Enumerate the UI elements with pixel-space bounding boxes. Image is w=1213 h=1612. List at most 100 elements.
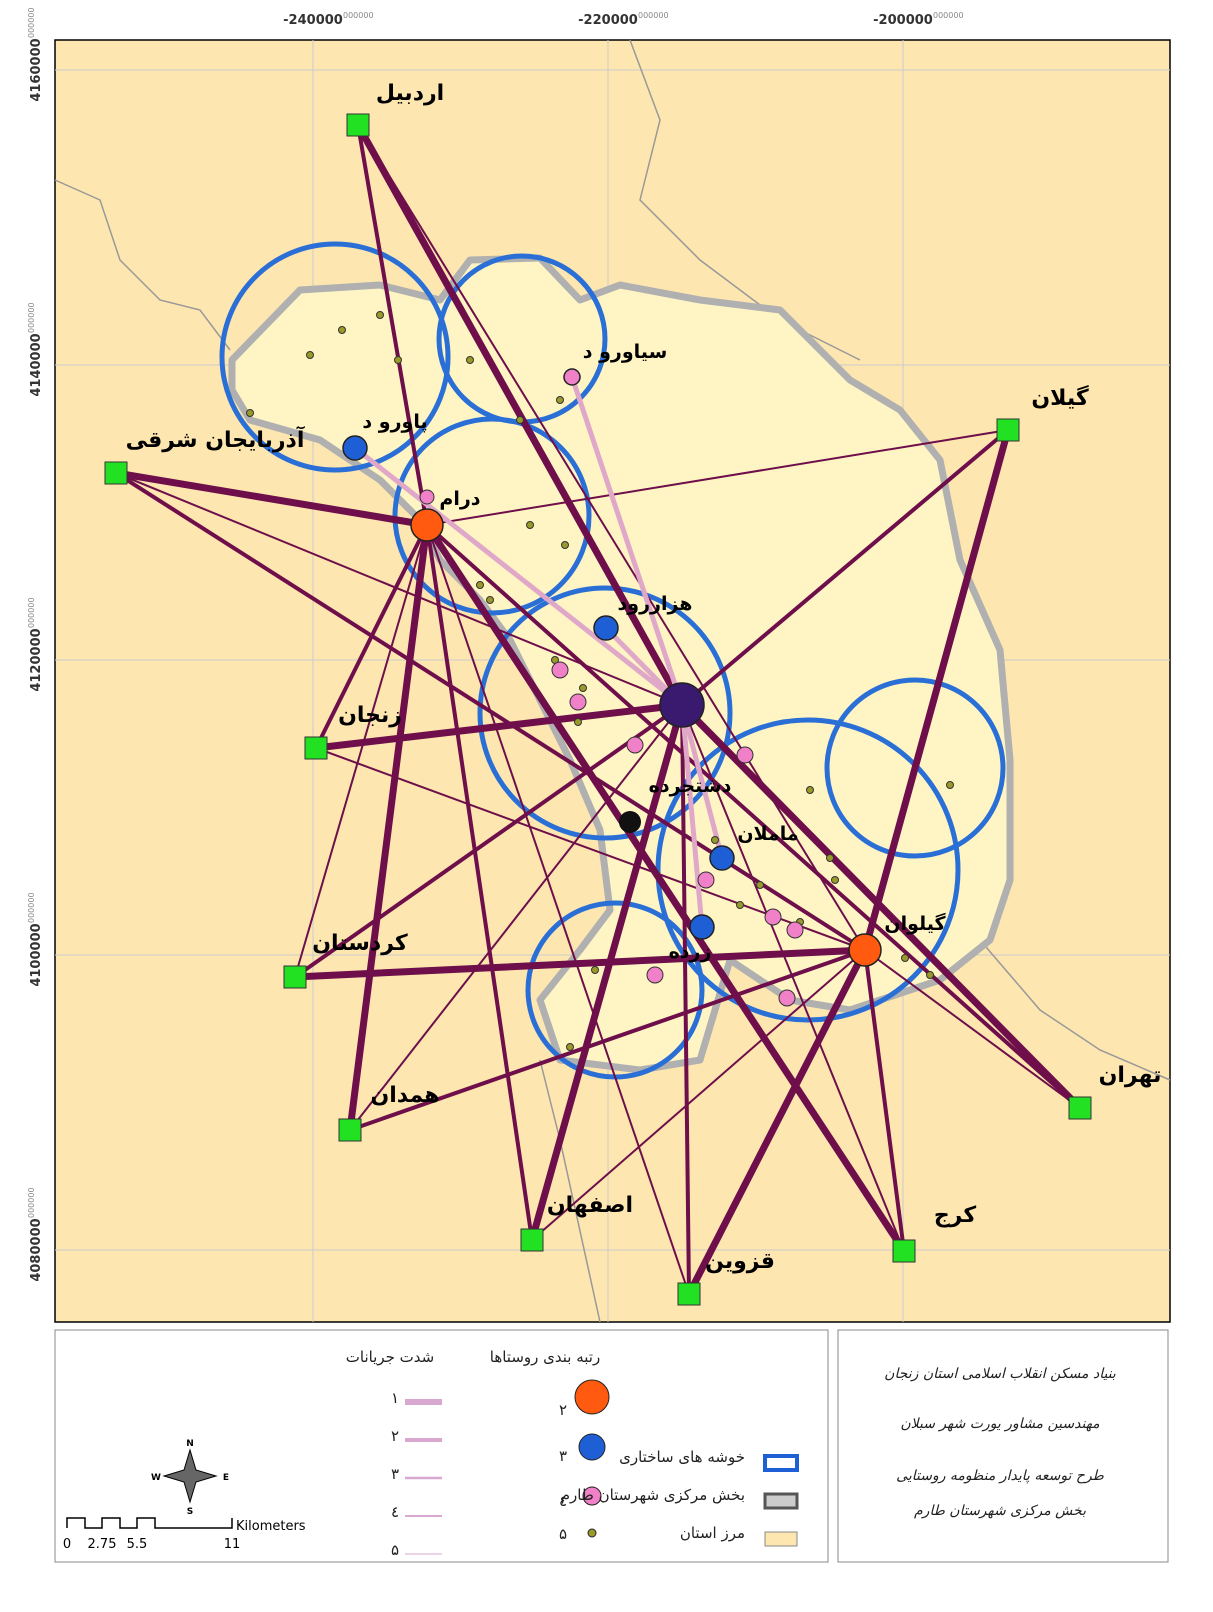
village-label: دشتجرده xyxy=(649,775,732,797)
province-marker xyxy=(892,1239,916,1263)
flow xyxy=(426,524,690,1295)
compass-letter: S xyxy=(187,1507,193,1517)
village-dot xyxy=(476,581,484,589)
village-label: هزاررود xyxy=(618,593,693,615)
flow xyxy=(680,703,691,1296)
village-dot xyxy=(591,966,599,974)
flow xyxy=(291,946,869,981)
province-label: کرج xyxy=(934,1203,977,1228)
flow xyxy=(352,445,685,708)
scale-bar xyxy=(66,1517,233,1529)
flow xyxy=(293,703,684,979)
village-pink xyxy=(736,746,754,764)
flow xyxy=(861,426,1012,954)
info-line: طرح توسعه پایدار منظومه روستایی xyxy=(896,1468,1104,1484)
village-dot xyxy=(806,786,814,794)
village-label: پاورو د xyxy=(362,411,427,433)
village-pink xyxy=(697,871,715,889)
y-tick-label: 4160000 xyxy=(29,38,44,101)
village-pink xyxy=(569,693,587,711)
flow-level: ۵ xyxy=(391,1541,399,1559)
y-tick-sup: 000000 xyxy=(27,892,36,923)
rank-level: ۳ xyxy=(559,1447,567,1465)
village-pink xyxy=(786,921,804,939)
flow xyxy=(294,524,428,978)
compass-letter: W xyxy=(151,1473,161,1483)
village-dot xyxy=(526,521,534,529)
province-label: اصفهان xyxy=(547,1193,633,1218)
rank-level: ۵ xyxy=(559,1525,567,1543)
village-dot xyxy=(376,311,384,319)
village-label: سیاورو د xyxy=(583,341,668,363)
info-line: مهندسین مشاور یورت شهر سبلان xyxy=(900,1416,1100,1432)
legend-title: رتبه بندی روستاها xyxy=(490,1348,600,1366)
legend-swatch xyxy=(763,1454,799,1472)
province-label: آذربایجان شرقی xyxy=(126,425,305,453)
flow xyxy=(528,701,686,1244)
village-marker xyxy=(593,615,619,641)
legend-item: خوشه های ساختاری xyxy=(619,1448,745,1466)
village-marker xyxy=(709,845,735,871)
village-dot xyxy=(579,684,587,692)
flow xyxy=(679,702,705,930)
flow xyxy=(312,701,686,752)
flow-level: ۳ xyxy=(391,1465,399,1483)
rank-level: ٤ xyxy=(559,1492,567,1510)
village-pink xyxy=(551,661,569,679)
scale-tick: 0 xyxy=(63,1537,71,1552)
province-label: تهران xyxy=(1099,1063,1162,1088)
legend-swatch xyxy=(763,1492,799,1510)
compass-letter: E xyxy=(223,1473,229,1483)
village-black xyxy=(619,811,641,833)
y-tick-sup: 000000 xyxy=(27,302,36,333)
y-tick-label: 4140000 xyxy=(29,333,44,396)
legend-item: مرز استان xyxy=(680,1524,745,1542)
village-pink xyxy=(778,989,796,1007)
flow xyxy=(346,521,431,1134)
cluster-circles xyxy=(219,241,1006,1080)
village-dot xyxy=(486,596,494,604)
province-marker xyxy=(104,461,128,485)
y-tick-sup: 000000 xyxy=(27,1187,36,1218)
legend-item: بخش مرکزی شهرستان طارم xyxy=(561,1486,745,1504)
village-dot xyxy=(831,876,839,884)
province-marker xyxy=(996,418,1020,442)
info-box xyxy=(837,1329,1169,1563)
province-marker xyxy=(520,1228,544,1252)
village-dot xyxy=(561,541,569,549)
rank-swatch xyxy=(578,1433,606,1461)
legend-title: شدت جریانات xyxy=(346,1348,435,1366)
flow xyxy=(354,121,686,709)
village-marker xyxy=(342,435,368,461)
flow xyxy=(423,521,908,1255)
village-marker xyxy=(410,508,444,542)
village-dot xyxy=(246,409,254,417)
compass-letter: N xyxy=(186,1439,194,1449)
info-line: بخش مرکزی شهرستان طارم xyxy=(914,1503,1086,1519)
flow xyxy=(680,428,1010,707)
village-pink xyxy=(626,736,644,754)
scale-tick: 2.75 xyxy=(88,1537,117,1552)
village-label: درام xyxy=(439,488,480,510)
village-pink xyxy=(419,489,435,505)
x-tick-label: -240000 xyxy=(283,13,343,28)
scale-unit: Kilometers xyxy=(236,1519,306,1534)
info-line: بنیاد مسکن انقلاب اسلامی استان زنجان xyxy=(884,1366,1116,1382)
village-dot xyxy=(574,718,582,726)
province-label: اردبیل xyxy=(376,81,444,106)
flow xyxy=(678,701,1084,1112)
flow xyxy=(425,523,1082,1110)
y-tick-sup: 000000 xyxy=(27,7,36,38)
village-dot xyxy=(826,854,834,862)
village-label: ماملان xyxy=(737,823,798,845)
flow xyxy=(531,949,866,1241)
province-marker xyxy=(283,965,307,989)
village-marker xyxy=(563,368,581,386)
x-tick-sup: 000000 xyxy=(343,11,374,20)
province-marker xyxy=(346,113,370,137)
province-marker xyxy=(1068,1096,1092,1120)
village-label: گیلوان xyxy=(884,912,946,935)
province-label: قزوین xyxy=(705,1249,775,1274)
flow xyxy=(348,948,867,1132)
village-marker xyxy=(659,682,705,728)
